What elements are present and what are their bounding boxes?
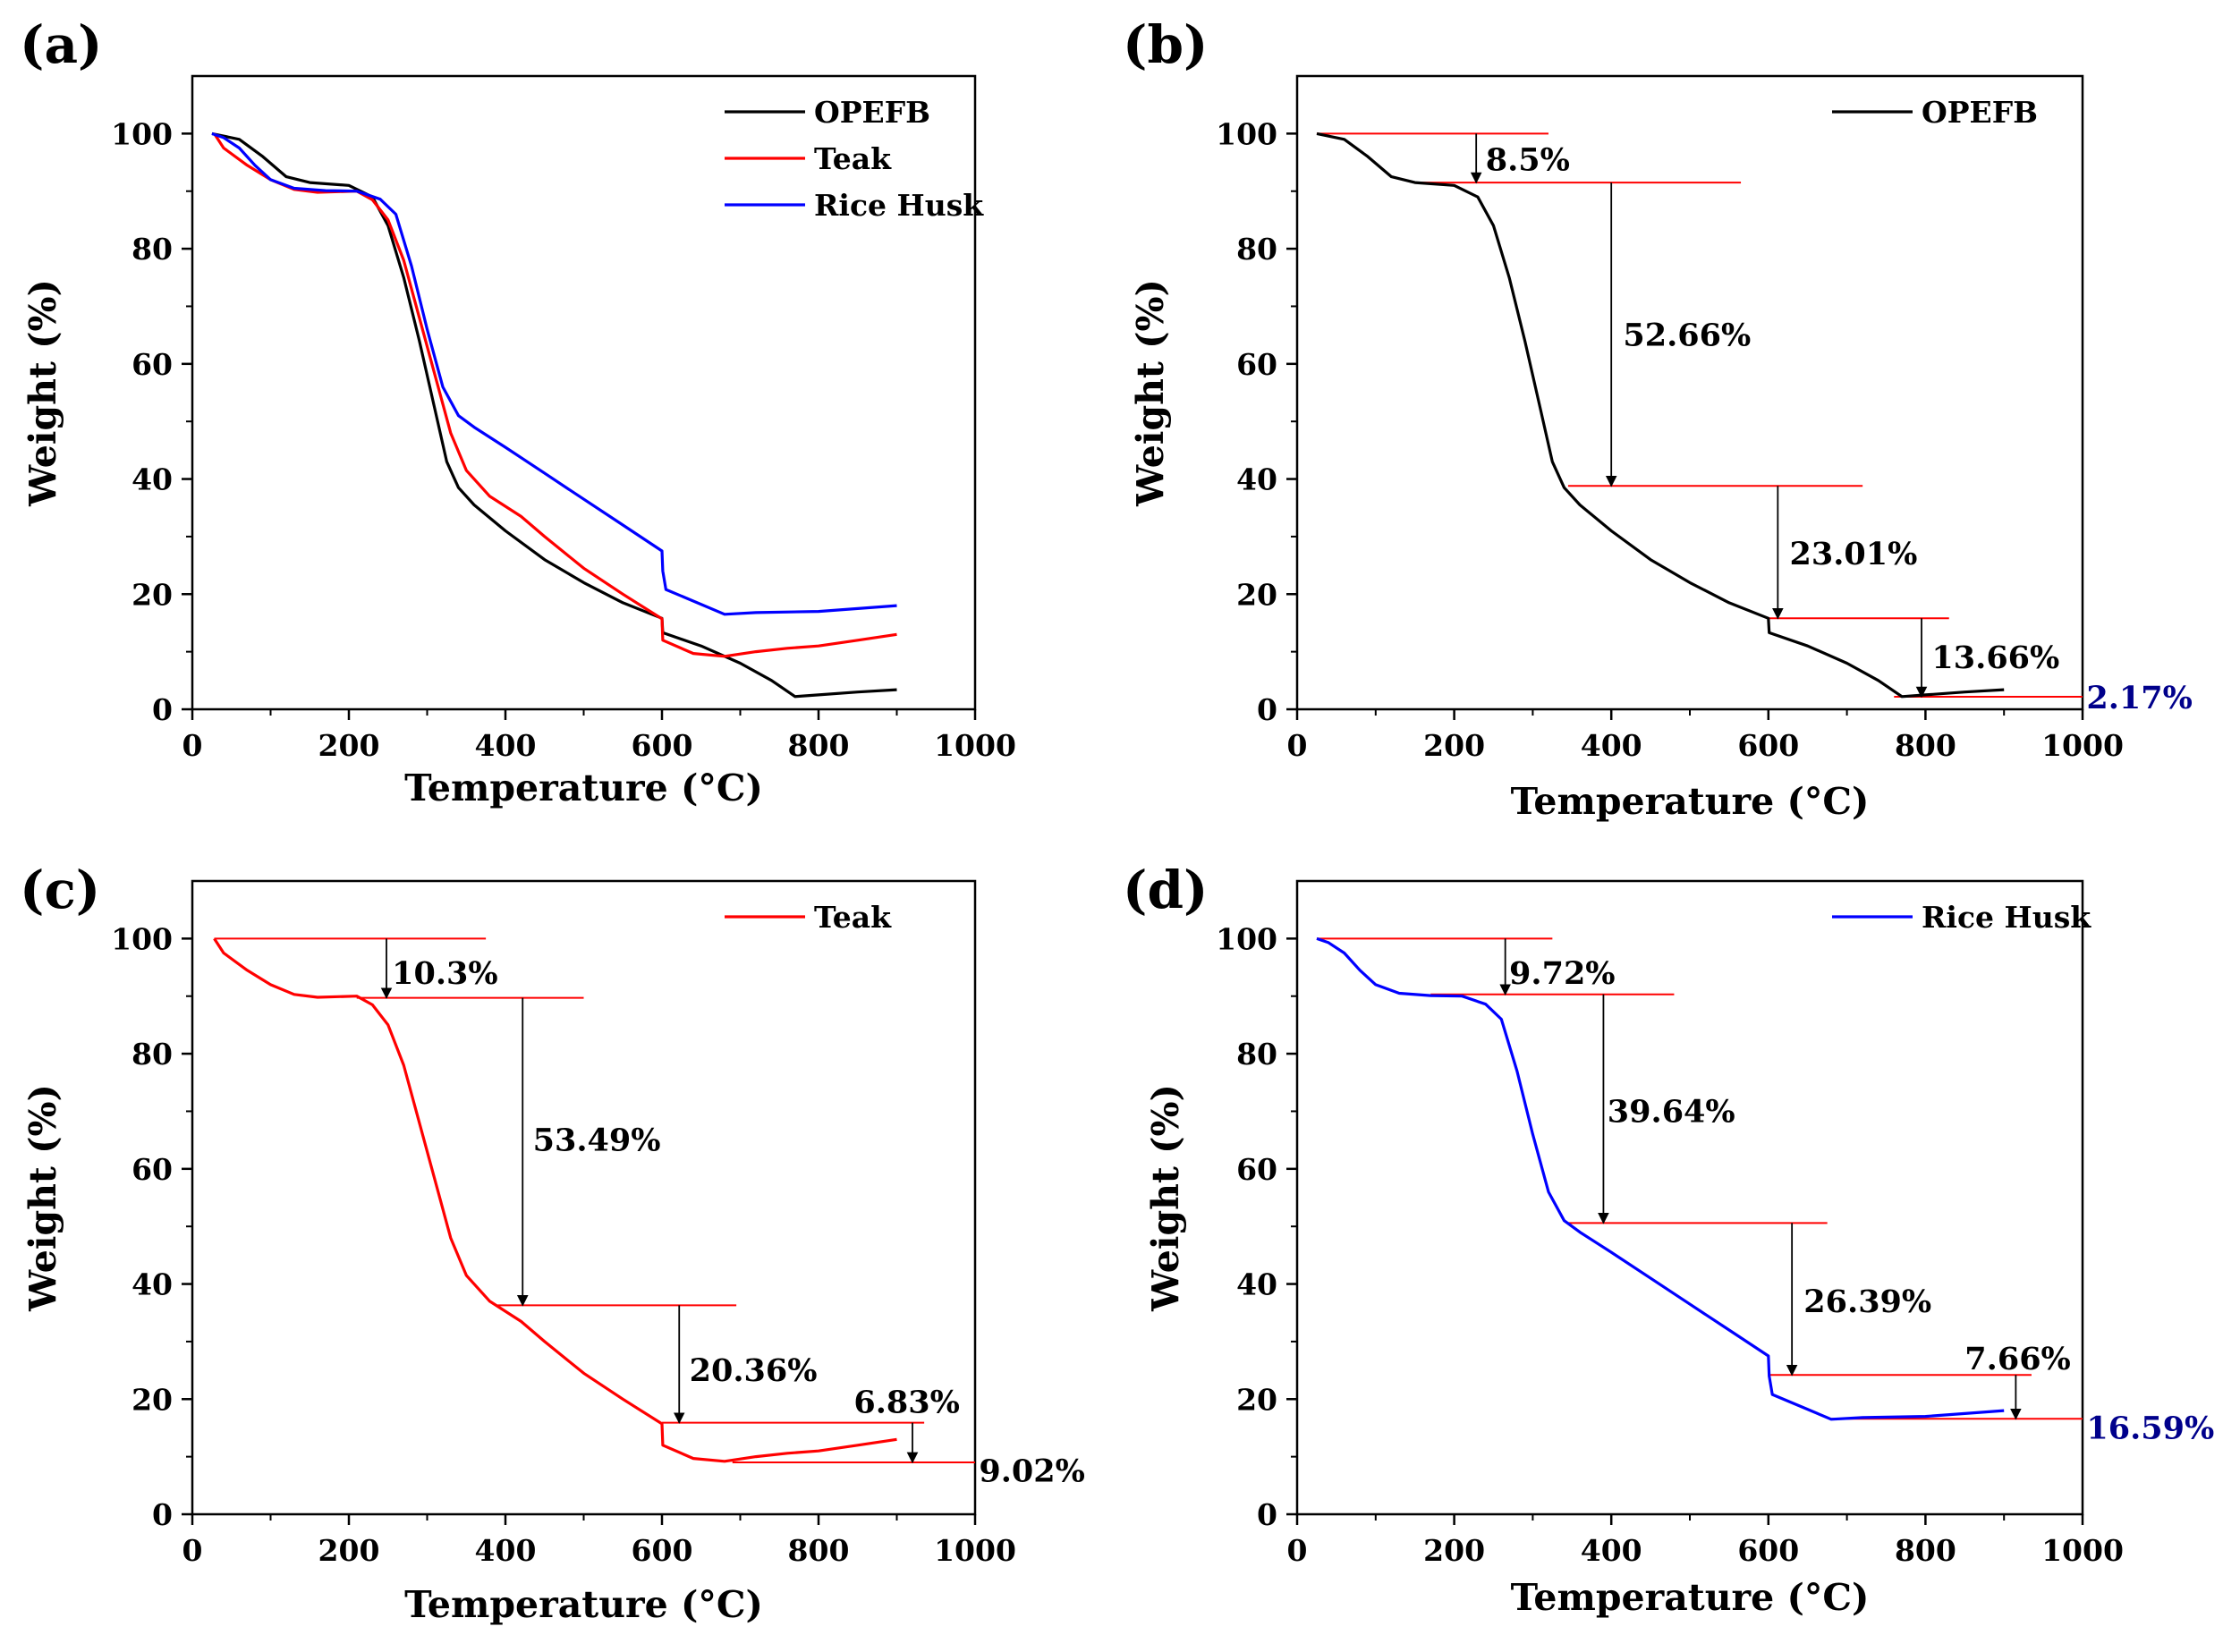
mass-loss-annotation: 39.64% xyxy=(1608,1093,1735,1130)
series-line-teak xyxy=(213,937,897,1463)
plot-frame xyxy=(1295,74,2084,711)
y-axis-title: Weight (%) xyxy=(21,1084,64,1312)
x-tick-label: 0 xyxy=(1287,728,1308,763)
panel-c: (c) 0 200 400 600 800 1000 0 20 40 60 80 100 Temperat… xyxy=(20,860,1085,1626)
x-tick-label: 800 xyxy=(788,728,850,763)
y-tick-label: 60 xyxy=(1236,347,1277,382)
x-tick-label: 600 xyxy=(632,728,693,763)
x-tick-label: 600 xyxy=(1737,728,1799,763)
mass-loss-annotation: 26.39% xyxy=(1803,1283,1931,1320)
x-tick-label: 0 xyxy=(182,1533,203,1568)
y-tick-label: 40 xyxy=(1236,1267,1277,1302)
panel-label: (b) xyxy=(1123,14,1208,75)
mass-loss-annotation: 13.66% xyxy=(1931,640,2059,676)
x-axis-title: Temperature (°C) xyxy=(1511,780,1870,823)
x-tick-label: 200 xyxy=(318,1533,380,1568)
x-tick-label: 400 xyxy=(1581,1533,1642,1568)
series-line-rice-husk xyxy=(1316,936,2005,1421)
y-tick-label: 100 xyxy=(1216,921,1277,956)
y-tick-label: 100 xyxy=(111,116,173,151)
series-line-teak xyxy=(213,132,897,658)
x-tick-label: 1000 xyxy=(934,728,1016,763)
legend-entry: Teak xyxy=(814,141,892,176)
y-tick-label: 0 xyxy=(1257,1497,1277,1532)
y-tick-label: 60 xyxy=(132,1152,173,1187)
y-tick-label: 80 xyxy=(132,232,173,267)
y-axis-title: Weight (%) xyxy=(1144,1084,1187,1312)
y-axis-title: Weight (%) xyxy=(1129,279,1172,507)
legend-entry: OPEFB xyxy=(1922,95,2038,130)
mass-loss-annotation: 20.36% xyxy=(690,1352,818,1389)
mass-loss-annotation: 9.02% xyxy=(979,1453,1085,1490)
legend-entry: Teak xyxy=(814,900,892,935)
x-tick-label: 800 xyxy=(788,1533,850,1568)
y-tick-label: 20 xyxy=(1236,1382,1277,1417)
mass-loss-annotation: 10.3% xyxy=(392,955,498,992)
y-tick-label: 100 xyxy=(1216,116,1277,151)
x-tick-label: 200 xyxy=(1423,728,1485,763)
legend-entry: Rice Husk xyxy=(814,188,984,223)
y-tick-label: 40 xyxy=(132,462,173,497)
panel-a: (a) 0 200 400 600 800 1000 0 20 40 60 80 100 Temperat… xyxy=(20,14,1016,809)
x-tick-label: 400 xyxy=(475,1533,537,1568)
x-tick-label: 400 xyxy=(475,728,537,763)
legend-entry: OPEFB xyxy=(814,95,930,130)
panel-label: (c) xyxy=(20,860,100,920)
panel-d: (d) 0 200 400 600 800 1000 0 20 40 60 80 100 Temperat… xyxy=(1123,860,2214,1619)
mass-loss-annotation: 7.66% xyxy=(1964,1341,2071,1377)
mass-loss-annotation: 23.01% xyxy=(1790,536,1918,572)
mass-loss-annotation: 16.59% xyxy=(2086,1410,2214,1446)
x-axis-title: Temperature (°C) xyxy=(404,767,763,809)
y-tick-label: 80 xyxy=(132,1037,173,1072)
mass-loss-annotation: 2.17% xyxy=(2086,680,2193,716)
x-tick-label: 0 xyxy=(1287,1533,1308,1568)
panel-b: (b) 0 200 400 600 800 1000 0 20 40 60 80 100 Temperat… xyxy=(1123,14,2193,823)
panel-label: (a) xyxy=(20,14,102,75)
mass-loss-annotation: 53.49% xyxy=(533,1123,661,1159)
x-axis-title: Temperature (°C) xyxy=(404,1583,763,1626)
y-tick-label: 20 xyxy=(1236,577,1277,612)
x-tick-label: 600 xyxy=(1737,1533,1799,1568)
y-axis-title: Weight (%) xyxy=(21,279,64,507)
legend-entry: Rice Husk xyxy=(1922,900,2091,935)
x-tick-label: 1000 xyxy=(2041,1533,2124,1568)
y-tick-label: 0 xyxy=(1257,692,1277,727)
series-line-opefb xyxy=(211,131,897,699)
x-tick-label: 600 xyxy=(632,1533,693,1568)
y-tick-label: 20 xyxy=(132,1382,173,1417)
y-tick-label: 80 xyxy=(1236,1037,1277,1072)
x-tick-label: 800 xyxy=(1895,728,1956,763)
y-tick-label: 20 xyxy=(132,577,173,612)
y-tick-label: 0 xyxy=(152,692,173,727)
series-line-opefb xyxy=(1316,131,2005,699)
series-line-rice-husk xyxy=(211,131,897,616)
y-tick-label: 0 xyxy=(152,1497,173,1532)
x-tick-label: 0 xyxy=(182,728,203,763)
y-tick-label: 80 xyxy=(1236,232,1277,267)
mass-loss-annotation: 9.72% xyxy=(1509,955,1616,992)
x-tick-label: 1000 xyxy=(2041,728,2124,763)
y-tick-label: 40 xyxy=(132,1267,173,1302)
x-tick-label: 200 xyxy=(1423,1533,1485,1568)
y-tick-label: 60 xyxy=(132,347,173,382)
y-tick-label: 100 xyxy=(111,921,173,956)
mass-loss-annotation: 52.66% xyxy=(1623,318,1751,354)
x-tick-label: 800 xyxy=(1895,1533,1956,1568)
mass-loss-annotation: 6.83% xyxy=(853,1384,960,1420)
x-tick-label: 400 xyxy=(1581,728,1642,763)
y-tick-label: 60 xyxy=(1236,1152,1277,1187)
panel-label: (d) xyxy=(1123,860,1208,920)
x-tick-label: 1000 xyxy=(934,1533,1016,1568)
x-axis-title: Temperature (°C) xyxy=(1511,1576,1870,1619)
y-tick-label: 40 xyxy=(1236,462,1277,497)
x-tick-label: 200 xyxy=(318,728,380,763)
mass-loss-annotation: 8.5% xyxy=(1486,141,1570,178)
